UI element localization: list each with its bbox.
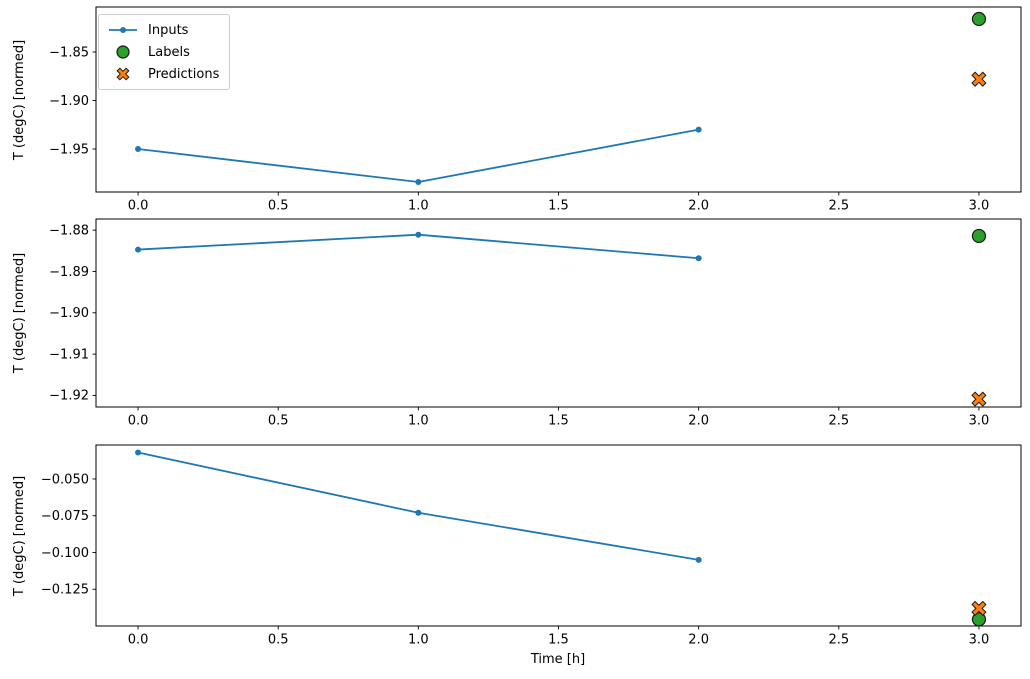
y-tick-label: −1.88 — [49, 223, 89, 238]
y-tick-label: −0.075 — [41, 509, 89, 524]
predictions-marker — [971, 71, 987, 87]
inputs-point — [415, 509, 422, 516]
y-tick-label: −1.85 — [49, 45, 89, 60]
y-tick-label: −1.92 — [49, 389, 89, 404]
legend-label-inputs: Inputs — [148, 22, 189, 38]
legend-item-labels: Labels — [106, 42, 219, 62]
x-tick-label: 1.0 — [408, 633, 429, 648]
x-tick-label: 2.5 — [828, 414, 849, 429]
legend-item-inputs: Inputs — [106, 20, 219, 40]
legend-item-predictions: Predictions — [106, 64, 219, 84]
x-tick-label: 0.0 — [128, 414, 149, 429]
inputs-line — [137, 128, 700, 183]
x-tick-label: 1.0 — [408, 414, 429, 429]
x-tick-label: 1.5 — [548, 199, 569, 214]
inputs-point — [135, 146, 142, 153]
y-tick-label: −0.100 — [41, 546, 89, 561]
x-tick-label: 1.5 — [548, 414, 569, 429]
x-tick-label: 2.5 — [828, 633, 849, 648]
x-tick-label: 3.0 — [969, 414, 990, 429]
legend-label-predictions: Predictions — [148, 66, 220, 82]
x-tick-label: 2.5 — [828, 199, 849, 214]
inputs-point — [695, 126, 702, 133]
predictions-x-icon — [106, 66, 139, 82]
inputs-point — [415, 231, 422, 238]
subplot-2: 0.0 0.5 1.0 1.5 2.0 2.5 3.0 −1.88 −1.89 −1.90 −1.9… — [49, 218, 1022, 429]
inputs-point — [695, 255, 702, 262]
inputs-point — [695, 556, 702, 563]
inputs-point — [135, 246, 142, 253]
inputs-line — [137, 451, 700, 561]
inputs-point — [135, 449, 142, 456]
labels-marker — [971, 612, 987, 627]
y-tick-label: −0.125 — [41, 583, 89, 598]
y-tick-label: −1.95 — [49, 142, 89, 157]
y-axis-label-subplot-3: T (degC) [normed] — [12, 475, 27, 596]
inputs-line — [137, 233, 700, 260]
inputs-point — [415, 179, 422, 186]
x-tick-label: 0.5 — [268, 633, 289, 648]
x-tick-label: 2.0 — [688, 633, 709, 648]
axes-frame — [95, 6, 1022, 193]
x-tick-label: 2.0 — [688, 414, 709, 429]
y-tick-label: −1.91 — [49, 347, 89, 362]
predictions-marker — [971, 600, 987, 616]
predictions-marker — [971, 391, 987, 407]
labels-marker — [971, 228, 987, 244]
x-tick-label: 0.5 — [268, 199, 289, 214]
y-tick-label: −1.89 — [49, 265, 89, 280]
subplot-3: 0.0 0.5 1.0 1.5 2.0 2.5 3.0 −0.050 −0.075 −0.100 −… — [41, 444, 1022, 648]
y-axis-label-subplot-2: T (degC) [normed] — [12, 252, 27, 374]
x-tick-label: 3.0 — [969, 199, 990, 214]
labels-marker — [971, 11, 987, 27]
x-tick-label: 0.5 — [268, 414, 289, 429]
x-tick-label: 1.0 — [408, 199, 429, 214]
legend: Inputs Labels Predictions — [98, 14, 231, 90]
inputs-line-dot-icon — [106, 23, 139, 37]
x-tick-label: 3.0 — [969, 633, 990, 648]
y-axis-label-subplot-1: T (degC) [normed] — [12, 39, 27, 160]
x-tick-label: 0.0 — [128, 199, 149, 214]
x-tick-label: 2.0 — [688, 199, 709, 214]
y-tick-label: −0.050 — [41, 472, 89, 487]
subplot-1: 0.0 0.5 1.0 1.5 2.0 2.5 3.0 −1.85 −1.90 −1.95 — [49, 6, 1022, 214]
legend-label-labels: Labels — [148, 44, 190, 60]
y-tick-label: −1.90 — [49, 306, 89, 321]
y-tick-label: −1.90 — [49, 94, 89, 109]
x-tick-label: 0.0 — [128, 633, 149, 648]
x-axis-label: Time [h] — [530, 652, 586, 667]
x-tick-label: 1.5 — [548, 633, 569, 648]
labels-circle-icon — [106, 44, 139, 60]
